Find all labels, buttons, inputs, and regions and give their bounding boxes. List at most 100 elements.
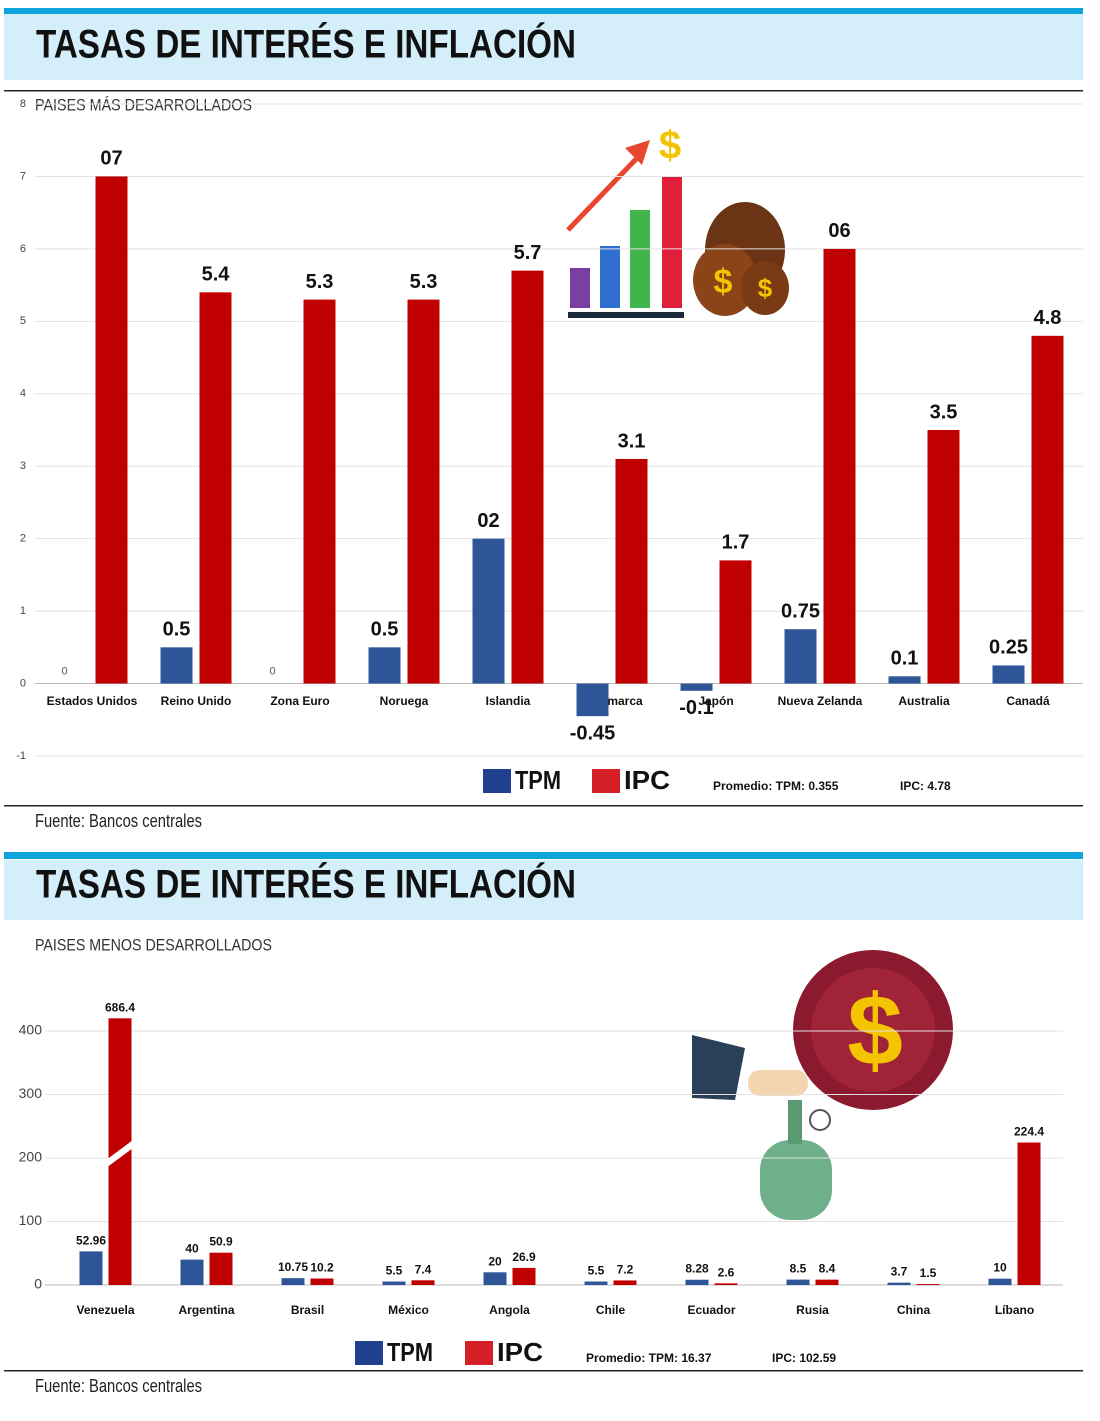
x-tick-label: Canadá <box>1006 694 1050 708</box>
legend-label: IPC <box>497 1337 543 1367</box>
bar <box>719 560 752 684</box>
bar <box>887 1282 911 1285</box>
value-label: 8.4 <box>819 1262 836 1276</box>
value-label: 5.4 <box>202 264 231 286</box>
bar <box>613 1280 637 1285</box>
rule <box>4 90 1083 92</box>
bar <box>95 176 128 684</box>
y-tick-label: 5 <box>20 315 26 327</box>
value-label: 3.7 <box>891 1265 908 1279</box>
value-label: 7.2 <box>617 1262 634 1276</box>
y-tick-label: 6 <box>20 243 26 255</box>
value-label: 20 <box>488 1254 502 1268</box>
average-note: Promedio: TPM: 16.37 <box>586 1351 712 1365</box>
bar <box>992 665 1025 684</box>
y-tick-label: 4 <box>20 388 26 400</box>
y-tick-label: 8 <box>20 98 26 110</box>
bar <box>815 1279 839 1285</box>
y-tick-label: 3 <box>20 460 26 472</box>
value-label: 06 <box>828 220 850 242</box>
money-bags: $ $ <box>693 202 789 316</box>
value-label: 0.1 <box>891 648 919 670</box>
bar <box>680 683 713 691</box>
bar <box>310 1278 334 1285</box>
legend-swatch <box>465 1341 493 1365</box>
value-label: 3.5 <box>930 401 958 423</box>
legend-swatch <box>592 769 620 793</box>
y-tick-label: 300 <box>19 1085 43 1101</box>
bar <box>209 1252 233 1285</box>
bar <box>407 299 440 684</box>
y-tick-label: -1 <box>16 750 26 762</box>
value-label: -0.1 <box>679 697 713 719</box>
bar <box>472 538 505 684</box>
chart-panel: TASAS DE INTERÉS E INFLACIÓN PAISES MÁS D… <box>4 8 1083 831</box>
y-tick-label: 1 <box>20 605 26 617</box>
x-tick-label: Noruega <box>380 694 429 708</box>
value-label: 5.5 <box>588 1263 605 1277</box>
source: Fuente: Bancos centrales <box>35 811 202 831</box>
header <box>4 14 1083 80</box>
value-label: 10 <box>993 1261 1007 1275</box>
y-tick-label: 0 <box>20 677 26 689</box>
bar <box>303 299 336 684</box>
bar <box>988 1278 1012 1285</box>
value-label: 5.3 <box>410 271 438 293</box>
bar <box>1031 335 1064 684</box>
growth-icon: $ <box>566 124 684 318</box>
value-label: 7.4 <box>415 1262 432 1276</box>
value-label: 52.96 <box>76 1233 106 1247</box>
value-label: 8.28 <box>685 1262 709 1276</box>
value-label: 4.8 <box>1034 307 1062 329</box>
x-tick-label: Angola <box>489 1303 530 1317</box>
x-tick-label: Estados Unidos <box>47 694 138 708</box>
charts: TASAS DE INTERÉS E INFLACIÓN PAISES MÁS D… <box>4 8 1083 1396</box>
value-label: 2.6 <box>718 1265 735 1279</box>
axis-break <box>106 1139 134 1168</box>
bar <box>1017 1142 1041 1285</box>
x-tick-label: Islandia <box>486 694 531 708</box>
value-label: 02 <box>477 510 499 532</box>
legend-swatch <box>355 1341 383 1365</box>
value-label: 686.4 <box>105 1000 135 1014</box>
value-label: 0.5 <box>371 619 399 641</box>
legend-label: IPC <box>624 765 670 795</box>
value-label: 0.75 <box>781 601 820 623</box>
value-label: 3.1 <box>618 430 646 452</box>
x-tick-label: México <box>388 1303 429 1317</box>
chart-panel: TASAS DE INTERÉS E INFLACIÓN PAISES MENOS… <box>4 852 1083 1396</box>
bar <box>927 430 960 684</box>
chart-title: TASAS DE INTERÉS E INFLACIÓN <box>36 21 576 67</box>
value-label: 10.75 <box>278 1260 308 1274</box>
bar <box>685 1279 709 1285</box>
value-label: 1.5 <box>920 1266 937 1280</box>
x-tick-label: Brasil <box>291 1303 324 1317</box>
subtitle: PAISES MÁS DESARROLLADOS <box>35 95 252 114</box>
bar <box>584 1281 608 1285</box>
header-bar <box>4 852 1083 859</box>
value-label: 1.7 <box>722 532 750 554</box>
y-tick-label: 2 <box>20 533 26 545</box>
x-tick-label: Zona Euro <box>270 694 329 708</box>
value-label: 0.25 <box>989 637 1028 659</box>
value-label: 8.5 <box>790 1262 807 1276</box>
x-tick-label: Australia <box>898 694 950 708</box>
y-tick-label: 200 <box>19 1149 43 1165</box>
bar <box>281 1278 305 1285</box>
svg-text:$: $ <box>659 124 681 168</box>
bar <box>786 1279 810 1285</box>
y-tick-label: 7 <box>20 170 26 182</box>
average-note: IPC: 4.78 <box>900 779 951 793</box>
bar <box>368 647 401 684</box>
value-label: 0.5 <box>163 619 191 641</box>
bar <box>180 1259 204 1285</box>
value-label: 0 <box>61 665 67 677</box>
value-label: 0 <box>269 665 275 677</box>
svg-text:$: $ <box>714 263 733 301</box>
header-bar <box>4 8 1083 15</box>
bar <box>79 1251 103 1285</box>
x-tick-label: Reino Unido <box>161 694 232 708</box>
bar <box>823 248 856 684</box>
x-tick-label: Rusia <box>796 1303 829 1317</box>
value-label: 07 <box>100 148 122 170</box>
